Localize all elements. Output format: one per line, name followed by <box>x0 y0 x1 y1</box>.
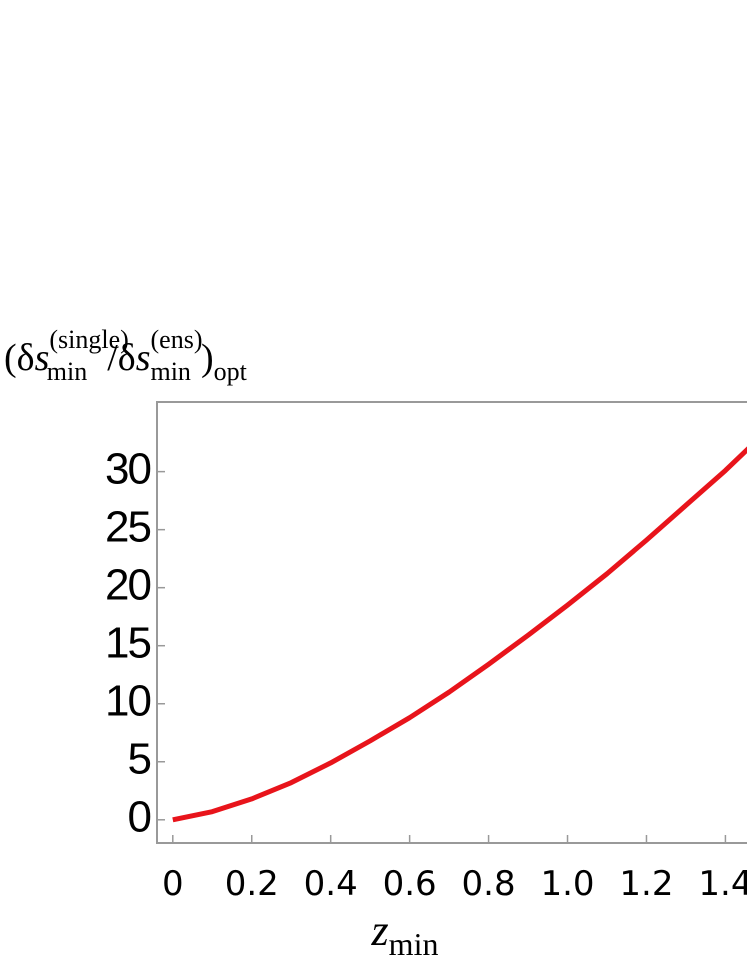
x-tick-label: 1.2 <box>619 864 673 904</box>
x-tick-label: 0.6 <box>383 864 437 904</box>
y-axis-label-part: / <box>107 337 118 379</box>
y-tick-label: 20 <box>105 560 150 609</box>
y-axis-label-part: (ens) <box>151 325 203 354</box>
y-tick-label: 15 <box>105 618 150 667</box>
x-axis-label: zmin <box>371 906 439 962</box>
x-tick-label: 0 <box>162 864 184 904</box>
y-axis-label-part: min <box>47 357 87 386</box>
data-line <box>172 446 747 823</box>
y-axis-label-part: (single) <box>49 325 128 354</box>
plot-frame <box>156 401 747 844</box>
y-axis-label-part: δ <box>118 337 136 379</box>
x-axis-label-part: z <box>371 906 389 955</box>
y-tick-label: 0 <box>128 792 151 841</box>
x-tick-label: 0.2 <box>225 864 279 904</box>
y-tick-label: 30 <box>105 444 150 493</box>
y-axis-label-part: δ <box>17 337 35 379</box>
y-axis-label-part: ( <box>4 337 17 379</box>
x-tick-label: 1.0 <box>540 864 594 904</box>
y-axis-label-part: s <box>136 337 151 379</box>
x-tick-label: 0.4 <box>304 864 358 904</box>
x-axis-label-part: min <box>389 926 439 962</box>
y-tick-label: 5 <box>128 734 151 783</box>
y-axis-label-part: opt <box>214 357 248 386</box>
y-axis-label-part: s <box>35 337 50 379</box>
y-tick-label: 10 <box>105 676 150 725</box>
y-axis-label-part: min <box>150 357 190 386</box>
x-tick-label: 1.4 <box>698 864 747 904</box>
x-tick-label: 0.8 <box>462 864 516 904</box>
y-tick-label: 25 <box>105 502 150 551</box>
y-axis-label: (δs(single) min/δs(ens) min)opt <box>4 325 248 386</box>
y-axis-label-part: ) <box>201 337 214 379</box>
